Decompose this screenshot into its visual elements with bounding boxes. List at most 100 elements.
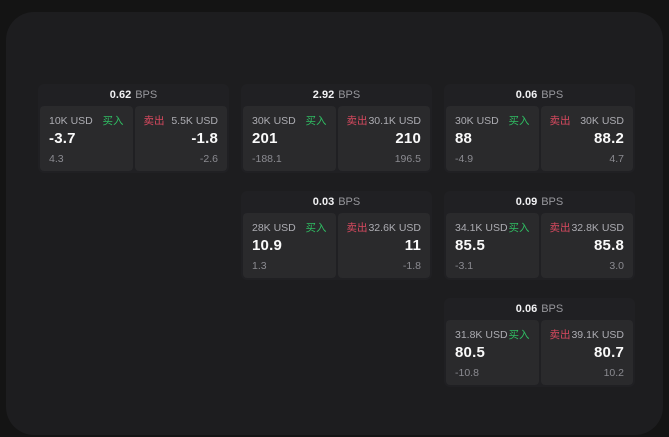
- sell-side-label: 卖出: [346, 222, 368, 234]
- sell-side-label: 卖出: [346, 115, 368, 127]
- sell-quote-tile[interactable]: 卖出 32.8K USD 85.8 3.0: [540, 213, 633, 278]
- sell-delta-value: 196.5: [394, 153, 421, 165]
- buy-tile-header: 30K USD 买入: [252, 113, 327, 128]
- sell-quote-tile[interactable]: 卖出 30K USD 88.2 4.7: [540, 106, 633, 171]
- buy-delta-value: -4.9: [455, 153, 474, 165]
- buy-quote-tile[interactable]: 34.1K USD 买入 85.5 -3.1: [446, 213, 539, 278]
- card-body: 28K USD 买入 10.9 1.3 卖出 32.6K USD 11 -1.8: [241, 213, 432, 280]
- buy-size-label: 34.1K USD: [455, 221, 508, 234]
- card-header: 0.62 BPS: [38, 84, 229, 106]
- sell-quote-tile[interactable]: 卖出 30.1K USD 210 196.5: [337, 106, 430, 171]
- quote-card: 2.92 BPS 30K USD 买入 201 -188.1 卖出 30.1K …: [241, 84, 432, 173]
- card-header: 0.06 BPS: [444, 298, 635, 320]
- buy-side-label: 买入: [508, 222, 530, 234]
- buy-side-label: 买入: [305, 222, 327, 234]
- sell-delta-value: -2.6: [199, 153, 218, 165]
- buy-size-label: 30K USD: [455, 114, 499, 127]
- sell-delta-value: 10.2: [603, 367, 624, 379]
- buy-delta-value: -188.1: [252, 153, 282, 165]
- sell-size-label: 39.1K USD: [571, 328, 624, 341]
- sell-delta-value: 4.7: [609, 153, 624, 165]
- buy-side-label: 买入: [102, 115, 124, 127]
- sell-tile-header: 卖出 5.5K USD: [144, 113, 219, 128]
- sell-delta-value: -1.8: [402, 260, 421, 272]
- quote-panel: 0.62 BPS 10K USD 买入 -3.7 4.3 卖出 5.5K USD…: [6, 12, 663, 435]
- buy-delta-value: 4.3: [49, 153, 64, 165]
- bps-value: 0.06: [515, 303, 538, 315]
- buy-price-value: 88: [455, 130, 473, 147]
- sell-tile-header: 卖出 30K USD: [550, 113, 625, 128]
- buy-side-label: 买入: [305, 115, 327, 127]
- card-header: 2.92 BPS: [241, 84, 432, 106]
- bps-value: 0.62: [109, 89, 132, 101]
- bps-unit-label: BPS: [541, 196, 564, 208]
- sell-tile-header: 卖出 32.6K USD: [347, 220, 422, 235]
- sell-quote-tile[interactable]: 卖出 32.6K USD 11 -1.8: [337, 213, 430, 278]
- sell-size-label: 30K USD: [580, 114, 624, 127]
- sell-delta-value: 3.0: [609, 260, 624, 272]
- sell-quote-tile[interactable]: 卖出 39.1K USD 80.7 10.2: [540, 320, 633, 385]
- sell-size-label: 5.5K USD: [171, 114, 218, 127]
- buy-price-value: 201: [252, 130, 278, 147]
- buy-side-label: 买入: [508, 115, 530, 127]
- bps-unit-label: BPS: [338, 196, 361, 208]
- bps-unit-label: BPS: [338, 89, 361, 101]
- card-body: 34.1K USD 买入 85.5 -3.1 卖出 32.8K USD 85.8…: [444, 213, 635, 280]
- buy-delta-value: -3.1: [455, 260, 474, 272]
- sell-size-label: 32.8K USD: [571, 221, 624, 234]
- sell-side-label: 卖出: [143, 115, 165, 127]
- bps-unit-label: BPS: [135, 89, 158, 101]
- sell-size-label: 30.1K USD: [368, 114, 421, 127]
- quote-card: 0.06 BPS 31.8K USD 买入 80.5 -10.8 卖出 39.1…: [444, 298, 635, 387]
- sell-size-label: 32.6K USD: [368, 221, 421, 234]
- buy-tile-header: 31.8K USD 买入: [455, 327, 530, 342]
- buy-tile-header: 30K USD 买入: [455, 113, 530, 128]
- bps-value: 0.06: [515, 89, 538, 101]
- buy-price-value: -3.7: [49, 130, 76, 147]
- buy-side-label: 买入: [508, 329, 530, 341]
- card-body: 31.8K USD 买入 80.5 -10.8 卖出 39.1K USD 80.…: [444, 320, 635, 387]
- bps-value: 2.92: [312, 89, 335, 101]
- sell-price-value: 85.8: [594, 237, 624, 254]
- sell-price-value: 88.2: [594, 130, 624, 147]
- buy-size-label: 28K USD: [252, 221, 296, 234]
- quote-card-grid: 0.62 BPS 10K USD 买入 -3.7 4.3 卖出 5.5K USD…: [38, 84, 635, 387]
- buy-quote-tile[interactable]: 28K USD 买入 10.9 1.3: [243, 213, 336, 278]
- quote-card: 0.03 BPS 28K USD 买入 10.9 1.3 卖出 32.6K US…: [241, 191, 432, 280]
- sell-tile-header: 卖出 30.1K USD: [347, 113, 422, 128]
- sell-side-label: 卖出: [549, 222, 571, 234]
- buy-size-label: 10K USD: [49, 114, 93, 127]
- quote-card: 0.06 BPS 30K USD 买入 88 -4.9 卖出 30K USD 8…: [444, 84, 635, 173]
- card-body: 10K USD 买入 -3.7 4.3 卖出 5.5K USD -1.8 -2.…: [38, 106, 229, 173]
- bps-value: 0.03: [312, 196, 335, 208]
- buy-quote-tile[interactable]: 31.8K USD 买入 80.5 -10.8: [446, 320, 539, 385]
- buy-price-value: 10.9: [252, 237, 282, 254]
- buy-price-value: 80.5: [455, 344, 485, 361]
- sell-tile-header: 卖出 39.1K USD: [550, 327, 625, 342]
- card-body: 30K USD 买入 201 -188.1 卖出 30.1K USD 210 1…: [241, 106, 432, 173]
- sell-quote-tile[interactable]: 卖出 5.5K USD -1.8 -2.6: [134, 106, 227, 171]
- bps-value: 0.09: [515, 196, 538, 208]
- card-body: 30K USD 买入 88 -4.9 卖出 30K USD 88.2 4.7: [444, 106, 635, 173]
- quote-card: 0.09 BPS 34.1K USD 买入 85.5 -3.1 卖出 32.8K…: [444, 191, 635, 280]
- card-header: 0.09 BPS: [444, 191, 635, 213]
- buy-size-label: 31.8K USD: [455, 328, 508, 341]
- buy-delta-value: 1.3: [252, 260, 267, 272]
- buy-tile-header: 28K USD 买入: [252, 220, 327, 235]
- buy-size-label: 30K USD: [252, 114, 296, 127]
- quote-card: 0.62 BPS 10K USD 买入 -3.7 4.3 卖出 5.5K USD…: [38, 84, 229, 173]
- card-header: 0.03 BPS: [241, 191, 432, 213]
- buy-quote-tile[interactable]: 30K USD 买入 88 -4.9: [446, 106, 539, 171]
- sell-price-value: 210: [395, 130, 421, 147]
- buy-tile-header: 10K USD 买入: [49, 113, 124, 128]
- sell-price-value: -1.8: [191, 130, 218, 147]
- buy-quote-tile[interactable]: 10K USD 买入 -3.7 4.3: [40, 106, 133, 171]
- sell-price-value: 11: [404, 237, 421, 254]
- buy-quote-tile[interactable]: 30K USD 买入 201 -188.1: [243, 106, 336, 171]
- buy-price-value: 85.5: [455, 237, 485, 254]
- sell-price-value: 80.7: [594, 344, 624, 361]
- card-header: 0.06 BPS: [444, 84, 635, 106]
- buy-tile-header: 34.1K USD 买入: [455, 220, 530, 235]
- sell-side-label: 卖出: [549, 329, 571, 341]
